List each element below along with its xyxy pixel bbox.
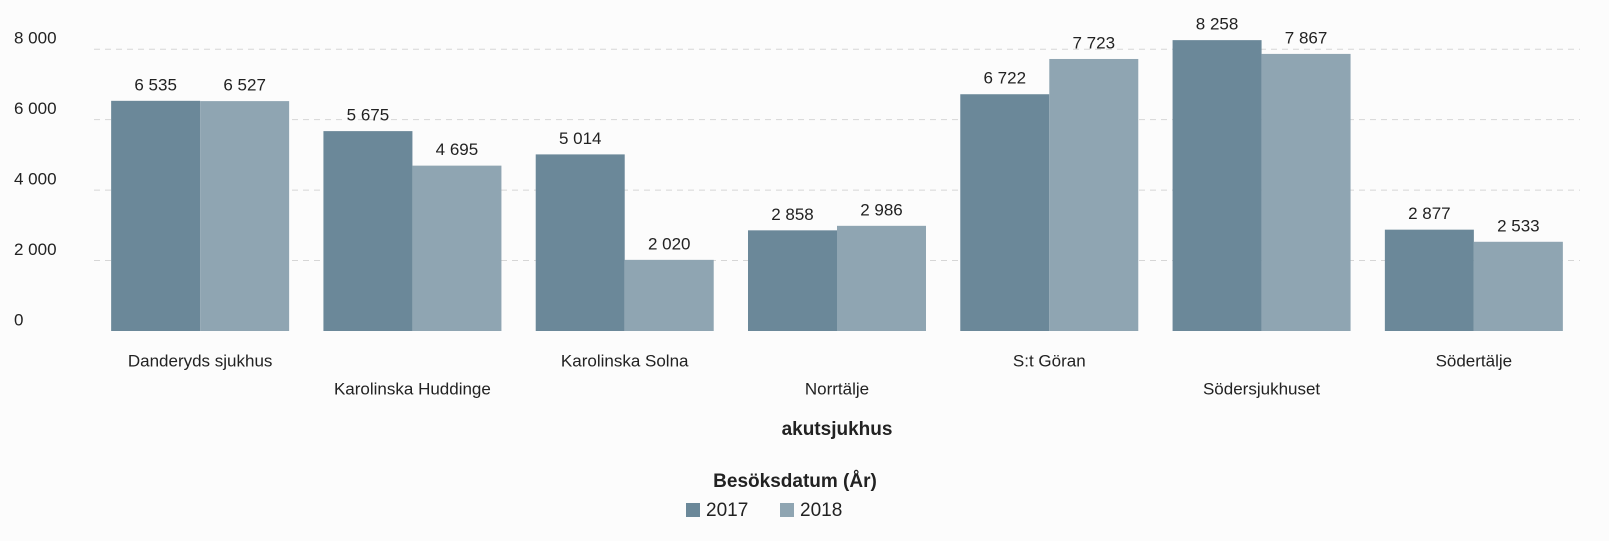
- legend-label: 2018: [800, 500, 842, 521]
- x-tick-label: Danderyds sjukhus: [128, 351, 273, 370]
- bar: [535, 154, 625, 331]
- bar: [960, 94, 1050, 331]
- legend-swatch: [686, 503, 700, 517]
- data-label: 6 527: [223, 76, 266, 95]
- x-axis-title: akutsjukhus: [782, 419, 893, 440]
- x-tick-label: Karolinska Huddinge: [334, 379, 491, 398]
- x-tick-label: Karolinska Solna: [561, 351, 689, 370]
- bar: [1473, 241, 1563, 331]
- data-label: 4 695: [436, 140, 479, 159]
- y-tick-label: 6 000: [14, 99, 57, 118]
- x-tick-label: Norrtälje: [805, 379, 869, 398]
- bar: [1049, 58, 1139, 331]
- y-tick-label: 8 000: [14, 29, 57, 48]
- legend-title: Besöksdatum (År): [713, 471, 877, 492]
- bar: [412, 165, 502, 331]
- legend-label: 2017: [706, 500, 748, 521]
- bar: [1261, 53, 1351, 332]
- y-tick-label: 0: [14, 310, 23, 329]
- data-label: 5 014: [559, 129, 602, 148]
- data-label: 2 533: [1497, 216, 1540, 235]
- bar: [323, 131, 413, 331]
- x-tick-label: S:t Göran: [1013, 351, 1086, 370]
- bar: [624, 259, 714, 331]
- data-label: 2 020: [648, 234, 691, 253]
- bar: [111, 100, 201, 331]
- bar: [1384, 229, 1474, 331]
- data-label: 6 535: [134, 75, 177, 94]
- x-tick-label: Södersjukhuset: [1203, 379, 1320, 398]
- y-tick-label: 2 000: [14, 240, 57, 259]
- y-tick-label: 4 000: [14, 170, 57, 189]
- data-label: 2 877: [1408, 204, 1451, 223]
- bar: [837, 225, 926, 331]
- data-label: 2 986: [860, 200, 903, 219]
- bar: [748, 230, 837, 331]
- data-label: 7 867: [1285, 28, 1328, 47]
- data-label: 5 675: [347, 106, 390, 125]
- data-label: 2 858: [771, 205, 814, 224]
- data-label: 7 723: [1073, 33, 1116, 52]
- x-tick-label: Södertälje: [1436, 351, 1513, 370]
- bar: [1172, 40, 1262, 331]
- bar: [200, 101, 290, 331]
- legend-swatch: [780, 503, 794, 517]
- data-label: 8 258: [1196, 15, 1239, 34]
- data-label: 6 722: [984, 69, 1027, 88]
